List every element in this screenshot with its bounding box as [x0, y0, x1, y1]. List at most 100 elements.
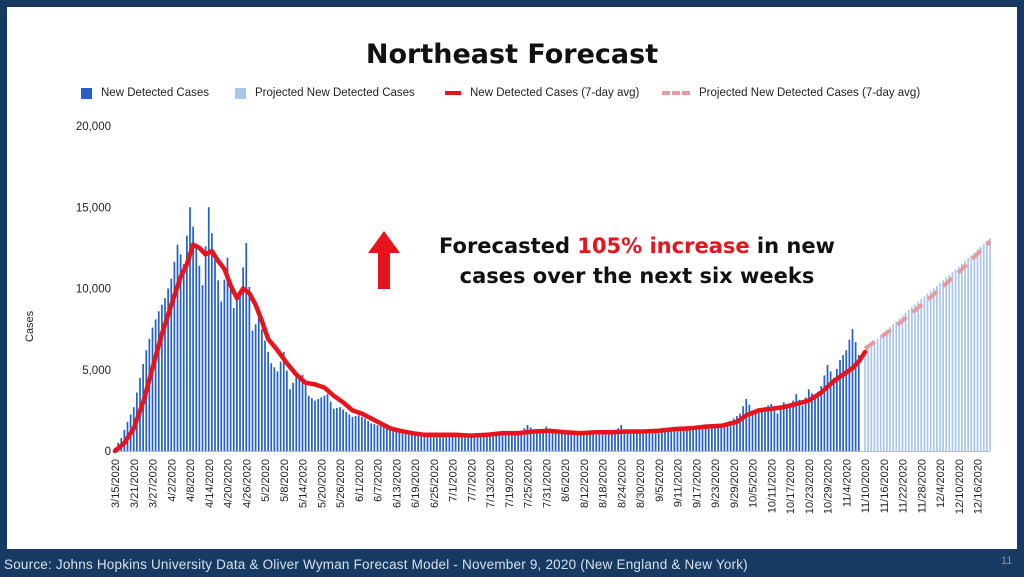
- bar-new-cases: [826, 364, 829, 451]
- x-tick-label: 6/19/2020: [410, 459, 422, 508]
- x-tick-label: 6/1/2020: [354, 459, 366, 502]
- bar-new-cases: [373, 424, 376, 451]
- bar-new-cases: [236, 299, 238, 451]
- x-tick-label: 9/5/2020: [654, 459, 666, 502]
- bar-new-cases: [732, 418, 735, 451]
- bar-new-cases: [842, 355, 844, 451]
- bar-new-cases: [289, 389, 291, 451]
- bar-new-cases: [176, 244, 179, 451]
- bar-new-cases: [454, 433, 457, 451]
- x-tick-label: 11/22/2020: [898, 459, 910, 513]
- bar-new-cases: [217, 280, 219, 451]
- bar-new-cases: [639, 429, 641, 451]
- bar-new-cases: [279, 361, 282, 451]
- bar-new-cases: [623, 429, 626, 451]
- bar-new-cases: [429, 434, 432, 451]
- bar-new-cases: [307, 395, 310, 451]
- bar-new-cases: [642, 430, 644, 451]
- bar-new-cases: [401, 433, 404, 451]
- bar-projected-cases: [936, 285, 938, 451]
- bar-new-cases: [198, 265, 201, 451]
- bar-new-cases: [457, 434, 460, 451]
- x-tick-label: 7/31/2020: [541, 459, 553, 508]
- bar-new-cases: [192, 226, 194, 451]
- bar-new-cases: [723, 425, 726, 451]
- bar-new-cases: [692, 426, 694, 451]
- legend-item-7day-avg: New Detected Cases (7-day avg): [445, 87, 639, 99]
- bar-new-cases: [829, 371, 832, 451]
- x-tick-label: 12/10/2020: [954, 459, 966, 514]
- bar-new-cases: [776, 413, 779, 451]
- bar-new-cases: [576, 433, 579, 451]
- bar-new-cases: [839, 360, 841, 451]
- bar-new-cases: [154, 319, 157, 451]
- bar-new-cases: [442, 435, 444, 451]
- bar-projected-cases: [932, 288, 935, 451]
- bar-new-cases: [482, 434, 485, 451]
- bar-new-cases: [486, 435, 488, 451]
- bar-projected-cases: [882, 332, 885, 451]
- bar-new-cases: [607, 433, 610, 451]
- bar-projected-cases: [886, 329, 888, 451]
- bar-new-cases: [814, 397, 816, 451]
- bar-projected-cases: [967, 258, 969, 451]
- annotation-text-b: in new: [749, 234, 835, 258]
- bar-new-cases: [686, 428, 688, 451]
- bar-new-cases: [704, 427, 707, 451]
- bar-new-cases: [504, 433, 507, 451]
- bar-new-cases: [601, 431, 604, 451]
- bar-projected-cases: [929, 290, 932, 451]
- bar-new-cases: [407, 434, 410, 451]
- bar-new-cases: [589, 431, 591, 451]
- bar-projected-cases: [864, 350, 866, 451]
- bar-new-cases: [286, 370, 288, 451]
- bar-new-cases: [417, 434, 419, 451]
- x-tick-label: 8/6/2020: [560, 459, 572, 502]
- x-tick-label: 3/27/2020: [148, 459, 160, 508]
- bar-new-cases: [342, 409, 344, 451]
- slide: Northeast Forecast New Detected Cases Pr…: [7, 7, 1017, 549]
- bar-new-cases: [714, 425, 716, 451]
- x-tick-label: 9/29/2020: [729, 459, 741, 508]
- bar-new-cases: [742, 406, 744, 451]
- bar-new-cases: [807, 389, 810, 451]
- x-tick-label: 4/20/2020: [223, 459, 235, 508]
- chart-title: Northeast Forecast: [365, 39, 659, 70]
- bar-new-cases: [664, 428, 666, 451]
- bar-projected-cases: [973, 252, 976, 451]
- bar-new-cases: [329, 401, 332, 451]
- bar-new-cases: [432, 434, 435, 451]
- bar-new-cases: [657, 433, 660, 451]
- bar-new-cases: [636, 430, 638, 451]
- bar-new-cases: [257, 317, 260, 451]
- bar-new-cases: [820, 386, 823, 451]
- bar-new-cases: [554, 432, 557, 451]
- bar-new-cases: [470, 434, 473, 451]
- bar-new-cases: [779, 407, 782, 451]
- x-tick-label: 10/11/2020: [766, 459, 778, 513]
- x-tick-label: 8/18/2020: [598, 459, 610, 508]
- bar-new-cases: [507, 434, 510, 451]
- bar-new-cases: [782, 402, 785, 451]
- legend-swatch-projected-cases: [235, 87, 246, 99]
- bar-new-cases: [582, 433, 585, 451]
- bar-new-cases: [795, 394, 798, 451]
- bar-new-cases: [745, 399, 748, 451]
- bar-new-cases: [689, 426, 691, 451]
- bar-new-cases: [254, 324, 257, 451]
- bar-new-cases: [629, 432, 632, 451]
- bar-new-cases: [836, 368, 838, 451]
- bar-new-cases: [579, 433, 582, 451]
- bar-new-cases: [201, 285, 204, 451]
- bar-new-cases: [539, 431, 541, 451]
- bar-new-cases: [545, 426, 548, 451]
- bar-new-cases: [301, 374, 304, 451]
- bar-projected-cases: [964, 260, 966, 451]
- x-tick-label: 3/15/2020: [110, 459, 122, 508]
- bar-new-cases: [211, 233, 213, 451]
- bar-projected-cases: [939, 282, 941, 451]
- bar-new-cases: [264, 340, 266, 451]
- bar-new-cases: [695, 426, 698, 451]
- bar-new-cases: [354, 416, 357, 451]
- bar-new-cases: [351, 416, 354, 451]
